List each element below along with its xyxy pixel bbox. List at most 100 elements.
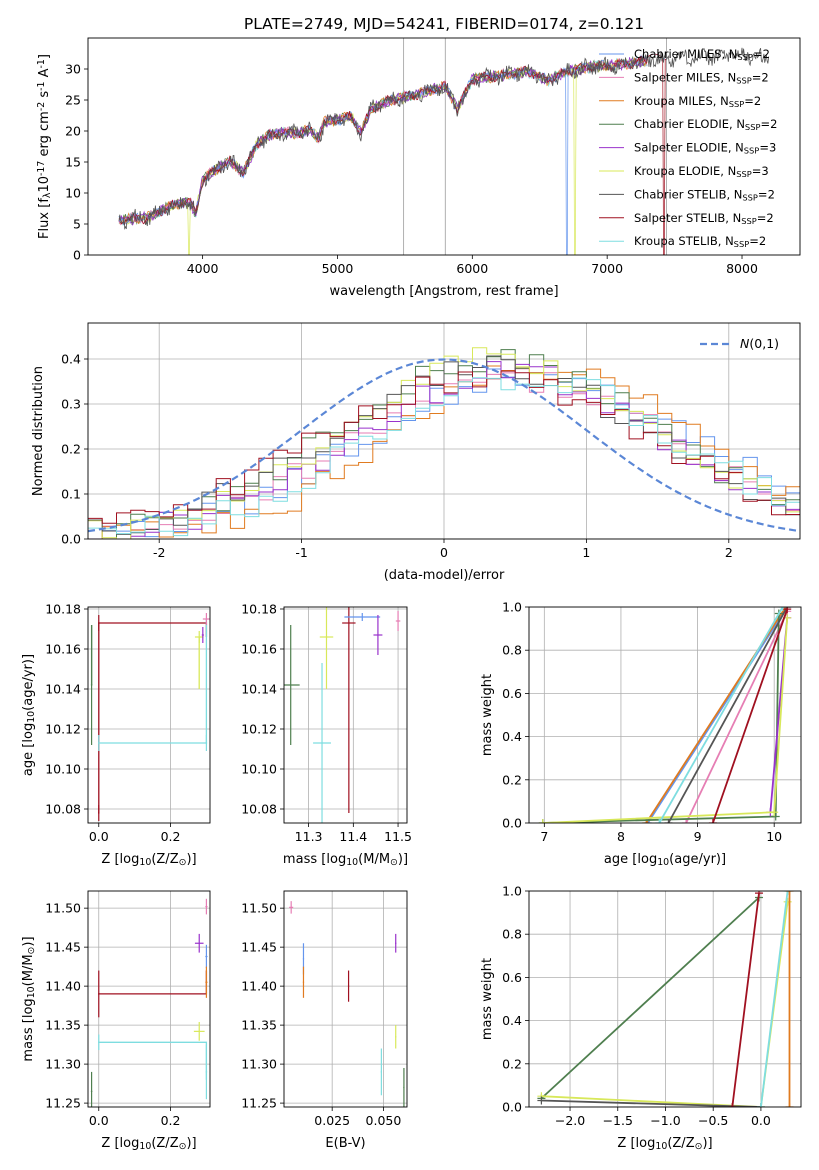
y-tick-label: 10.12	[45, 722, 81, 737]
point-chabrier-miles	[344, 613, 381, 621]
plot-area-age-weight	[529, 607, 801, 823]
x-tick-label: -1	[295, 545, 307, 560]
y-axis-label: Flux [fλ10-17 erg cm-2 s-1 A-1]	[36, 54, 52, 239]
y-tick-label: 11.50	[45, 901, 81, 916]
y-tick-label: 0.0	[502, 816, 522, 831]
point-kroupa-elodie	[193, 1022, 205, 1041]
x-tick-label: 5000	[322, 261, 354, 276]
y-tick-label: 10.18	[45, 602, 81, 617]
weight-line-salpeter-stelib	[731, 893, 760, 1107]
x-axis-label: wavelength [Angstrom, rest frame]	[329, 284, 558, 299]
point-chabrier-elodie	[284, 625, 300, 745]
x-tick-label: 0.0	[89, 829, 109, 844]
x-tick-label: 10	[766, 829, 782, 844]
grid-age-weight	[529, 607, 801, 823]
plot-area-z-mass	[88, 891, 210, 1107]
point-salpeter-miles	[395, 611, 401, 631]
point-kroupa-stelib	[380, 1048, 382, 1096]
x-tick-label: 2	[725, 545, 733, 560]
y-tick-label: 0.1	[61, 487, 81, 502]
axes-frame	[87, 37, 801, 256]
point-chabrier-elodie	[90, 625, 93, 745]
y-tick-label: 11.50	[241, 901, 277, 916]
spectrum-line-chabrier-stelib	[118, 47, 770, 230]
x-tick-label: 0.050	[366, 1113, 402, 1128]
point-kroupa-miles	[302, 966, 305, 998]
x-axis-label: age [log10(age/yr)]	[604, 852, 726, 868]
y-axis-label: mass weight	[480, 958, 495, 1040]
y-tick-label: 0.0	[502, 1100, 522, 1115]
x-axis-label: E(B-V)	[325, 1136, 365, 1151]
x-tick-label: 7	[540, 829, 548, 844]
weight-line-chabrier-stelib	[541, 1099, 761, 1107]
y-tick-label: 11.35	[241, 1018, 277, 1033]
y-tick-label: 10.10	[241, 762, 277, 777]
point-salpeter-elodie	[395, 933, 397, 953]
point-salpeter-elodie	[194, 933, 204, 953]
panel-mass-age: 11.3 11.4 11.5 10.08 10.10 10.12 10.14 10.16 10.…	[241, 602, 412, 868]
hist-salpeter-stelib	[88, 370, 800, 524]
point-kroupa-elodie	[395, 1025, 397, 1049]
y-tick-label: 0.2	[502, 1056, 522, 1071]
point-chabrier-elodie	[90, 1071, 93, 1107]
plot-area-mass-age	[284, 607, 407, 823]
weight-line-chabrier-stelib	[667, 607, 788, 823]
y-tick-label: 0.2	[61, 442, 81, 457]
y-tick-label: 10	[65, 186, 81, 201]
y-tick-label: 11.30	[241, 1057, 277, 1072]
y-axis-label: mass [log10(M/M⊙)]	[21, 936, 37, 1061]
legend-label-salpeter-elodie: Salpeter ELODIE, NSSP=3	[634, 141, 776, 156]
weight-marker	[756, 1103, 765, 1107]
plot-area-ebv-mass	[284, 891, 407, 1107]
grid-ebv-mass	[284, 891, 407, 1107]
weight-line-chabrier-elodie	[540, 896, 760, 1100]
y-tick-label: 5	[73, 217, 81, 232]
ticks-z-mass: 0.0 0.2 11.25 11.30 11.35 11.40 11.45 11.50	[45, 901, 180, 1128]
x-tick-label: 11.5	[384, 829, 412, 844]
x-tick-label: 0.025	[314, 1113, 350, 1128]
ticks-z-age: 0.0 0.2 10.08 10.10 10.12 10.14 10.16 10.18	[45, 602, 180, 845]
weight-marker	[783, 891, 792, 895]
y-tick-label: 0.4	[61, 352, 81, 367]
y-tick-label: 10.12	[241, 722, 277, 737]
ticks-residuals: -2 -1 0 1 2 0.0 0.1 0.2 0.3 0.4	[61, 352, 733, 561]
axes-frame	[87, 890, 211, 1108]
y-tick-label: 0.2	[502, 772, 522, 787]
panel-spectrum: 4000 5000 6000 7000 8000 0 5 10 15 20 25 30 waveleng…	[36, 37, 801, 299]
weight-marker	[771, 812, 780, 821]
spectrum-line-kroupa-miles	[118, 57, 648, 225]
x-tick-label: 7000	[591, 261, 623, 276]
x-axis-label: (data-model)/error	[384, 568, 505, 583]
y-tick-label: 10.16	[45, 642, 81, 657]
legend-label-normal: N(0,1)	[740, 336, 779, 351]
y-tick-label: 25	[65, 93, 81, 108]
x-tick-label: 1	[582, 545, 590, 560]
point-kroupa-elodie	[319, 607, 334, 689]
y-axis-label: age [log10(age/yr)]	[21, 654, 37, 776]
weight-marker	[770, 808, 779, 817]
panel-age-weight: 7 8 9 10 0.0 0.2 0.4 0.6 0.8 1.0 age [log10(age/yr…	[480, 600, 802, 868]
point-salpeter-stelib	[98, 805, 100, 821]
ticks-mass-age: 11.3 11.4 11.5 10.08 10.10 10.12 10.14 10.16 10.…	[241, 602, 412, 845]
legend-label-kroupa-miles: Kroupa MILES, NSSP=2	[634, 94, 761, 109]
weight-line-chabrier-miles	[647, 607, 788, 823]
spectrum-legend: Chabrier MILES, NSSP=2 Salpeter MILES, NS…	[599, 47, 777, 249]
y-tick-label: 1.0	[502, 884, 522, 899]
x-tick-label: 6000	[456, 261, 488, 276]
point-kroupa-stelib	[98, 1034, 100, 1051]
x-tick-label: -2	[153, 545, 165, 560]
point-salpeter-stelib	[342, 607, 356, 813]
ticks-age-weight: 7 8 9 10 0.0 0.2 0.4 0.6 0.8 1.0	[502, 600, 782, 845]
x-tick-label: 0.2	[161, 1113, 181, 1128]
x-tick-label: 0.2	[161, 829, 181, 844]
axes-frame	[528, 890, 802, 1108]
weight-marker	[708, 819, 717, 823]
ticks-z-weight: −2.0 −1.5 −1.0 −0.5 0.0 0.0 0.2 0.4 0.6 0.8 1.0	[502, 884, 771, 1129]
weight-marker	[755, 891, 764, 898]
y-tick-label: 0.6	[502, 686, 522, 701]
point-chabrier-miles	[205, 944, 208, 969]
panel-ebv-mass: 0.025 0.050 11.25 11.30 11.35 11.40 11.45 11.50…	[241, 890, 408, 1151]
y-tick-label: 20	[65, 124, 81, 139]
normal-curve	[88, 358, 800, 533]
